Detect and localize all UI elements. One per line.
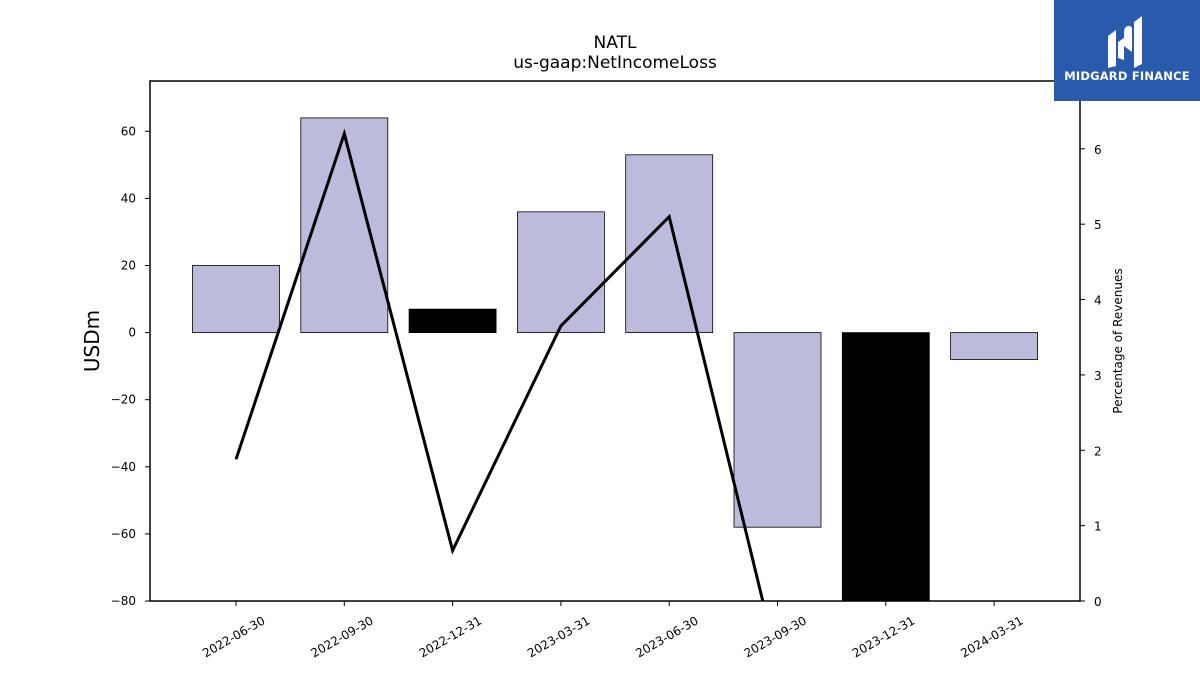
line-group <box>234 128 765 602</box>
bar <box>408 308 497 334</box>
x-tick-label: 2023-12-31 <box>850 613 917 660</box>
y-axis-label-left: USDm <box>80 310 104 372</box>
plot-frame <box>149 80 1081 602</box>
bar <box>192 265 280 334</box>
y2-tick-label: 1 <box>1094 520 1102 534</box>
x-tick-label: 2022-06-30 <box>200 613 267 660</box>
percentage-line <box>234 128 765 602</box>
chart-title: NATL <box>594 33 637 53</box>
x-tick-label: 2023-06-30 <box>633 613 700 660</box>
x-tick-label: 2024-03-31 <box>958 613 1025 660</box>
x-tick-label: 2023-09-30 <box>742 613 809 660</box>
bar <box>950 332 1038 360</box>
bar <box>841 332 930 602</box>
bar <box>733 332 822 528</box>
bar <box>517 211 605 334</box>
y-axis-label-right: Percentage of Revenues <box>1111 268 1125 413</box>
logo-mark-icon <box>1108 16 1142 68</box>
y2-tick-label: 0 <box>1094 595 1102 609</box>
midgard-finance-logo: MIDGARD FINANCE <box>1054 0 1200 101</box>
y2-tick-label: 3 <box>1094 369 1102 383</box>
bar <box>625 154 714 334</box>
y-tick-label: −60 <box>111 527 136 541</box>
y-tick-label: −80 <box>111 594 136 608</box>
y2-tick-label: 2 <box>1094 444 1102 458</box>
y-tick-label: 0 <box>128 326 136 340</box>
x-axis: 2022-06-30 2022-09-30 2022-12-31 2023-03-31… <box>200 601 1026 660</box>
x-tick-label: 2023-03-31 <box>525 613 592 660</box>
y-tick-label: 20 <box>121 259 136 273</box>
bars-group <box>192 117 1038 602</box>
y-tick-label: 60 <box>121 124 136 138</box>
x-tick-label: 2022-12-31 <box>417 613 484 660</box>
y-tick-label: −40 <box>111 460 136 474</box>
y2-tick-label: 6 <box>1094 143 1102 157</box>
y-axis-right: 0 1 2 3 4 5 6 <box>1080 143 1102 609</box>
y-tick-label: −20 <box>111 393 136 407</box>
chart-subtitle: us-gaap:NetIncomeLoss <box>513 53 717 73</box>
x-tick-label: 2022-09-30 <box>308 613 375 660</box>
logo-text: MIDGARD FINANCE <box>1064 69 1190 83</box>
y-axis-left: −80 −60 −40 −20 0 20 40 60 <box>111 124 150 608</box>
y2-tick-label: 5 <box>1094 218 1102 232</box>
y2-tick-label: 4 <box>1094 294 1102 308</box>
y-tick-label: 40 <box>121 191 136 205</box>
